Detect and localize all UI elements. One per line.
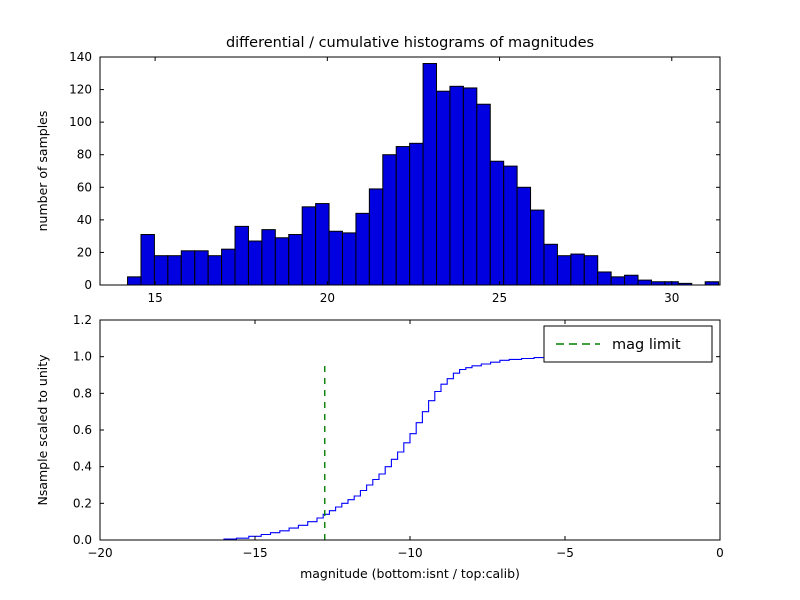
histogram-bar [436, 90, 451, 286]
histogram-bar [180, 250, 196, 286]
histogram-bar [556, 255, 572, 286]
y-tick-label: 0.2 [73, 496, 92, 510]
histogram-bar [570, 253, 585, 286]
top-y-axis-label: number of samples [35, 111, 50, 232]
y-tick-label: 20 [77, 245, 92, 259]
histogram-bar [449, 85, 464, 286]
histogram-bar [422, 63, 438, 286]
histogram-bar [207, 255, 223, 286]
histogram-bar [194, 250, 209, 286]
histogram-bars [127, 63, 720, 286]
histogram-bar [153, 255, 169, 286]
histogram-bar [382, 154, 397, 286]
histogram-bar [462, 87, 478, 286]
axes-frame [99, 56, 721, 286]
histogram-bar [476, 103, 491, 286]
y-tick-label: 0.4 [73, 460, 92, 474]
y-tick-label: 1.0 [73, 350, 92, 364]
histogram-bar [610, 276, 626, 286]
cumulative-step-line [223, 356, 665, 540]
histogram-bar [221, 248, 236, 286]
histogram-bar [583, 255, 599, 286]
y-tick-label: 0.0 [73, 533, 92, 547]
histogram-bar [288, 234, 303, 286]
histogram-bar [355, 212, 370, 286]
histogram-bar [637, 279, 652, 286]
top-axes: 15 20 25 30 0 20 40 60 80 100 120 140 [69, 50, 721, 305]
y-tick-label: 100 [69, 115, 92, 129]
bottom-axes: −20 −15 −10 −5 0 0.0 0.2 0.4 0.6 0.8 1.0 1.2 [73, 313, 724, 560]
histogram-bar [395, 146, 411, 286]
histogram-bar [140, 234, 155, 286]
y-tick-label: 0 [84, 278, 92, 292]
histogram-bar [368, 188, 384, 286]
histogram-bar [301, 206, 317, 286]
histogram-bar [341, 232, 357, 286]
legend: mag limit [543, 325, 713, 363]
y-tick-label: 60 [77, 180, 92, 194]
histogram-bar [261, 229, 276, 286]
x-tick-label: 0 [716, 546, 724, 560]
x-axis-label: magnitude (bottom:isnt / top:calib) [300, 566, 520, 581]
histogram-bar [328, 230, 343, 286]
x-tick-label: −5 [556, 546, 574, 560]
x-tick-label: −15 [242, 546, 267, 560]
histogram-bar [543, 243, 558, 286]
bottom-y-axis-label: Nsample scaled to unity [35, 354, 50, 506]
histogram-bar [409, 142, 424, 286]
y-tick-label: 40 [77, 213, 92, 227]
histogram-bar [516, 186, 532, 286]
histogram-bar [530, 209, 545, 286]
y-tick-label: 120 [69, 83, 92, 97]
histogram-bar [274, 237, 290, 286]
y-tick-label: 80 [77, 148, 92, 162]
histogram-bar [247, 240, 263, 286]
chart-title: differential / cumulative histograms of … [226, 35, 594, 51]
y-tick-label: 140 [69, 50, 92, 64]
histogram-bar [489, 160, 505, 286]
histogram-bar [624, 274, 639, 286]
histogram-bar [597, 271, 612, 286]
histogram-bar [503, 165, 518, 286]
x-tick-label: 15 [147, 291, 162, 305]
x-tick-label: −20 [87, 546, 112, 560]
histogram-bar [167, 255, 182, 286]
x-tick-label: 25 [492, 291, 507, 305]
histogram-bar [127, 276, 142, 286]
y-tick-label: 1.2 [73, 313, 92, 327]
y-tick-label: 0.6 [73, 423, 92, 437]
x-tick-label: 30 [664, 291, 679, 305]
legend-label: mag limit [612, 337, 681, 353]
y-tick-label: 0.8 [73, 386, 92, 400]
x-tick-label: 20 [320, 291, 335, 305]
x-tick-label: −10 [397, 546, 422, 560]
histogram-bar [234, 225, 249, 286]
histogram-bar [315, 203, 330, 286]
